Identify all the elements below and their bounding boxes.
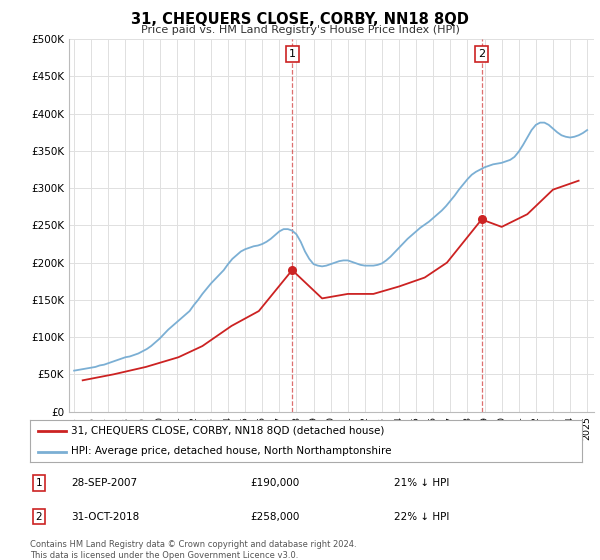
Text: 21% ↓ HPI: 21% ↓ HPI bbox=[394, 478, 449, 488]
Text: 1: 1 bbox=[289, 49, 296, 59]
Text: Contains HM Land Registry data © Crown copyright and database right 2024.
This d: Contains HM Land Registry data © Crown c… bbox=[30, 540, 356, 560]
Text: 31-OCT-2018: 31-OCT-2018 bbox=[71, 512, 140, 521]
Text: 2: 2 bbox=[35, 512, 42, 521]
Text: 2: 2 bbox=[478, 49, 485, 59]
Text: 1: 1 bbox=[35, 478, 42, 488]
Text: 31, CHEQUERS CLOSE, CORBY, NN18 8QD: 31, CHEQUERS CLOSE, CORBY, NN18 8QD bbox=[131, 12, 469, 27]
Text: Price paid vs. HM Land Registry's House Price Index (HPI): Price paid vs. HM Land Registry's House … bbox=[140, 25, 460, 35]
Text: £258,000: £258,000 bbox=[251, 512, 300, 521]
Text: 22% ↓ HPI: 22% ↓ HPI bbox=[394, 512, 449, 521]
Text: 28-SEP-2007: 28-SEP-2007 bbox=[71, 478, 137, 488]
Text: 31, CHEQUERS CLOSE, CORBY, NN18 8QD (detached house): 31, CHEQUERS CLOSE, CORBY, NN18 8QD (det… bbox=[71, 426, 385, 436]
Text: £190,000: £190,000 bbox=[251, 478, 300, 488]
Text: HPI: Average price, detached house, North Northamptonshire: HPI: Average price, detached house, Nort… bbox=[71, 446, 392, 456]
